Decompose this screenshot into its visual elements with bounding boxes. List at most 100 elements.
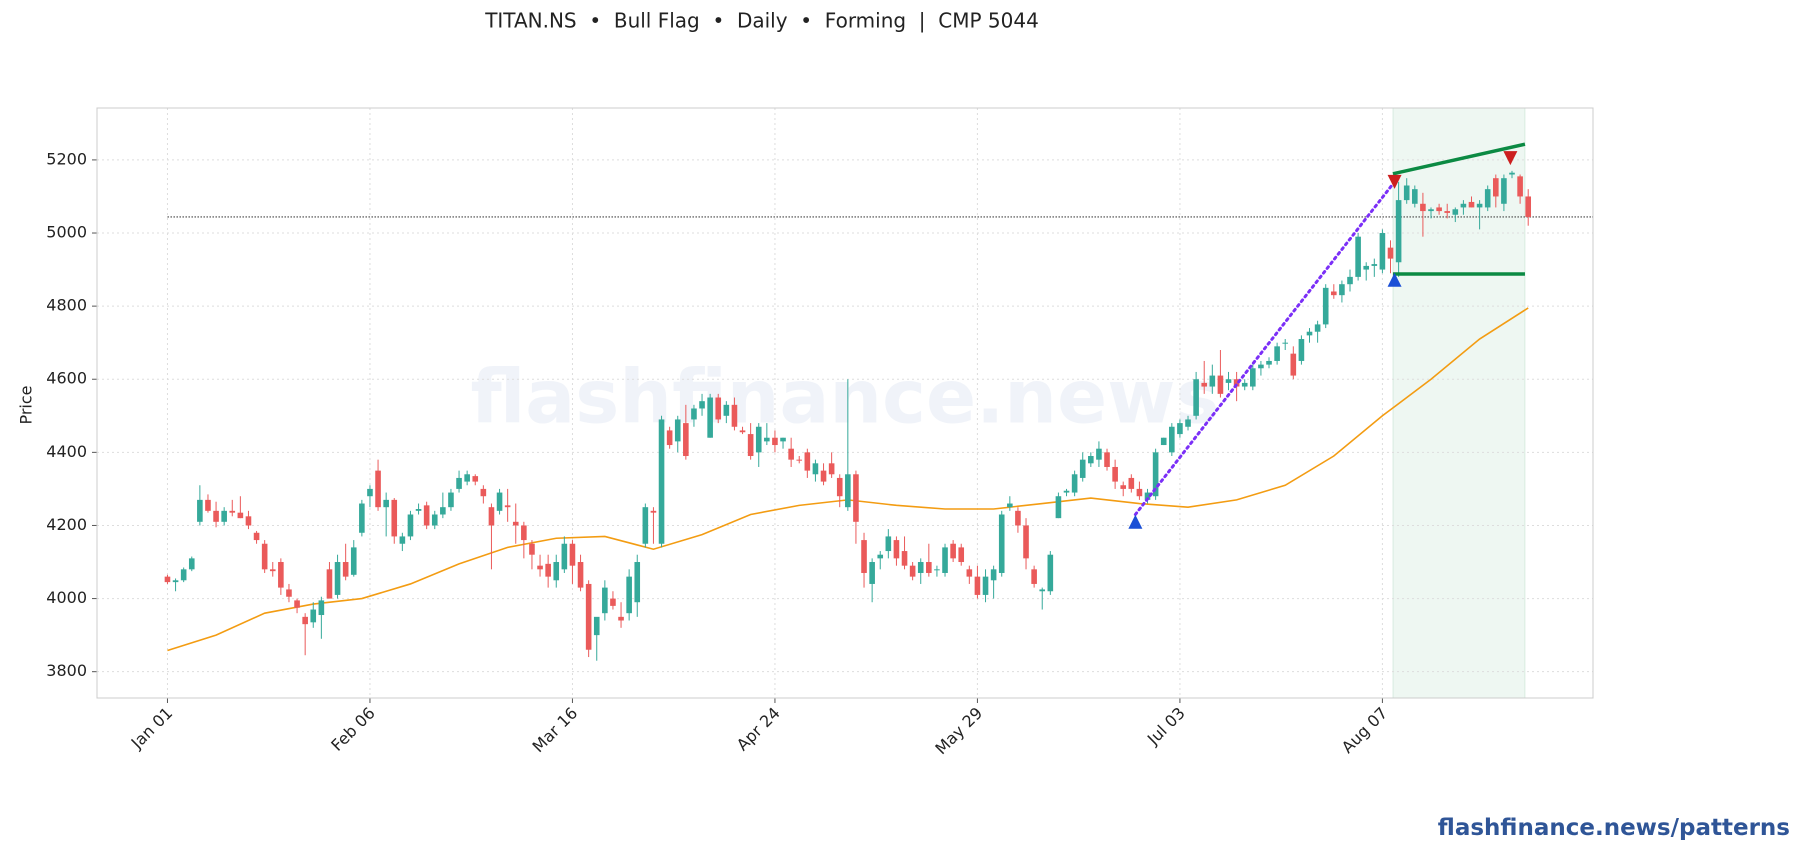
candle-body (1031, 569, 1037, 584)
candle-body (934, 569, 940, 571)
candle-body (1460, 203, 1467, 208)
candle-body (375, 470, 381, 508)
candle-body (1347, 276, 1353, 285)
candle-body (1233, 379, 1240, 387)
candle-body (974, 576, 981, 595)
candle-body (278, 562, 284, 588)
candle-body (1047, 554, 1054, 592)
candle-body (658, 419, 665, 544)
candle-body (942, 547, 948, 573)
candle-body (553, 562, 560, 581)
candle-body (1436, 207, 1442, 212)
candle-body (1412, 189, 1418, 204)
candle-body (221, 510, 227, 522)
candle-body (529, 543, 535, 555)
candle-body (707, 397, 713, 438)
candle-body (334, 562, 341, 595)
candle-body (180, 569, 187, 581)
candle-body (861, 540, 867, 573)
candle-body (423, 505, 430, 526)
candle-body (1112, 466, 1118, 482)
candle-body (585, 583, 592, 650)
candle-body (545, 563, 551, 577)
candle-body (1476, 203, 1483, 208)
candle-body (1395, 200, 1402, 263)
candle-body (1493, 178, 1499, 197)
candle-body (326, 569, 333, 599)
candle-body (261, 543, 268, 570)
candle-body (804, 452, 811, 471)
candle-body (310, 609, 317, 623)
candle-body (1314, 324, 1321, 332)
candle-body (1339, 284, 1345, 296)
candle-body (812, 463, 819, 475)
y-tick-label: 5200 (46, 149, 87, 168)
candle-body (1379, 233, 1386, 270)
candle-body (350, 547, 357, 575)
candle-body (464, 474, 470, 482)
candle-body (1322, 287, 1329, 325)
candle-body (1128, 477, 1135, 489)
candle-body (391, 499, 398, 537)
candle-body (1306, 331, 1313, 336)
candle-body (1177, 423, 1183, 435)
candle-body (820, 470, 827, 482)
candle-body (342, 562, 349, 577)
candle-body (269, 569, 276, 572)
pattern-marker (1387, 174, 1402, 189)
candle-body (1387, 247, 1394, 259)
candle-body (958, 547, 965, 563)
x-tick-label: Mar 16 (528, 703, 581, 756)
candle-body (683, 423, 689, 457)
candle-body (456, 477, 462, 489)
candle-body (642, 507, 649, 544)
candle-body (512, 521, 519, 526)
candle-body (1331, 291, 1337, 296)
candle-body (1484, 189, 1491, 208)
candle-body (723, 404, 730, 416)
footer: flashfinance.news/patterns (1438, 815, 1790, 841)
candle-body (472, 476, 479, 482)
candle-body (1201, 382, 1208, 387)
y-tick-label: 4800 (46, 296, 87, 315)
candle-body (1403, 185, 1410, 201)
candle-body (399, 536, 406, 544)
candle-body (1136, 488, 1143, 497)
candle-body (764, 437, 770, 442)
candle-body (415, 509, 422, 511)
candle-body (286, 589, 292, 597)
candle-body (780, 437, 786, 442)
candle-body (1517, 176, 1523, 197)
candle-body (1274, 346, 1280, 361)
candle-body (496, 492, 503, 511)
candle-body (1088, 456, 1094, 464)
y-tick-label: 4600 (46, 369, 87, 388)
candle-body (407, 514, 414, 537)
candle-body (1525, 196, 1532, 217)
x-tick-label: Aug 07 (1338, 703, 1392, 757)
candle-body (1282, 342, 1289, 344)
candle-body (1444, 211, 1451, 213)
candle-body (877, 554, 884, 559)
candle-body (982, 576, 989, 595)
candle-body (610, 598, 616, 606)
candle-body (1217, 375, 1224, 394)
candle-body (1428, 209, 1434, 212)
candle-body (1120, 485, 1127, 489)
candle-body (909, 565, 916, 577)
candle-body (828, 463, 835, 475)
candle-body (1007, 503, 1013, 508)
candle-body (1063, 490, 1070, 493)
chart-title: TITAN.NS • Bull Flag • Daily • Forming |… (484, 9, 1039, 33)
candle-body (561, 543, 568, 570)
candle-body (1468, 201, 1475, 208)
candle-body (521, 525, 527, 541)
candle-body (253, 532, 260, 541)
candle-body (488, 507, 495, 526)
flagpole (1133, 180, 1397, 516)
candle-body (537, 565, 543, 570)
candle-body (1055, 496, 1062, 519)
candle-body (845, 474, 851, 508)
candle-body (1209, 375, 1216, 387)
candle-body (998, 514, 1005, 573)
